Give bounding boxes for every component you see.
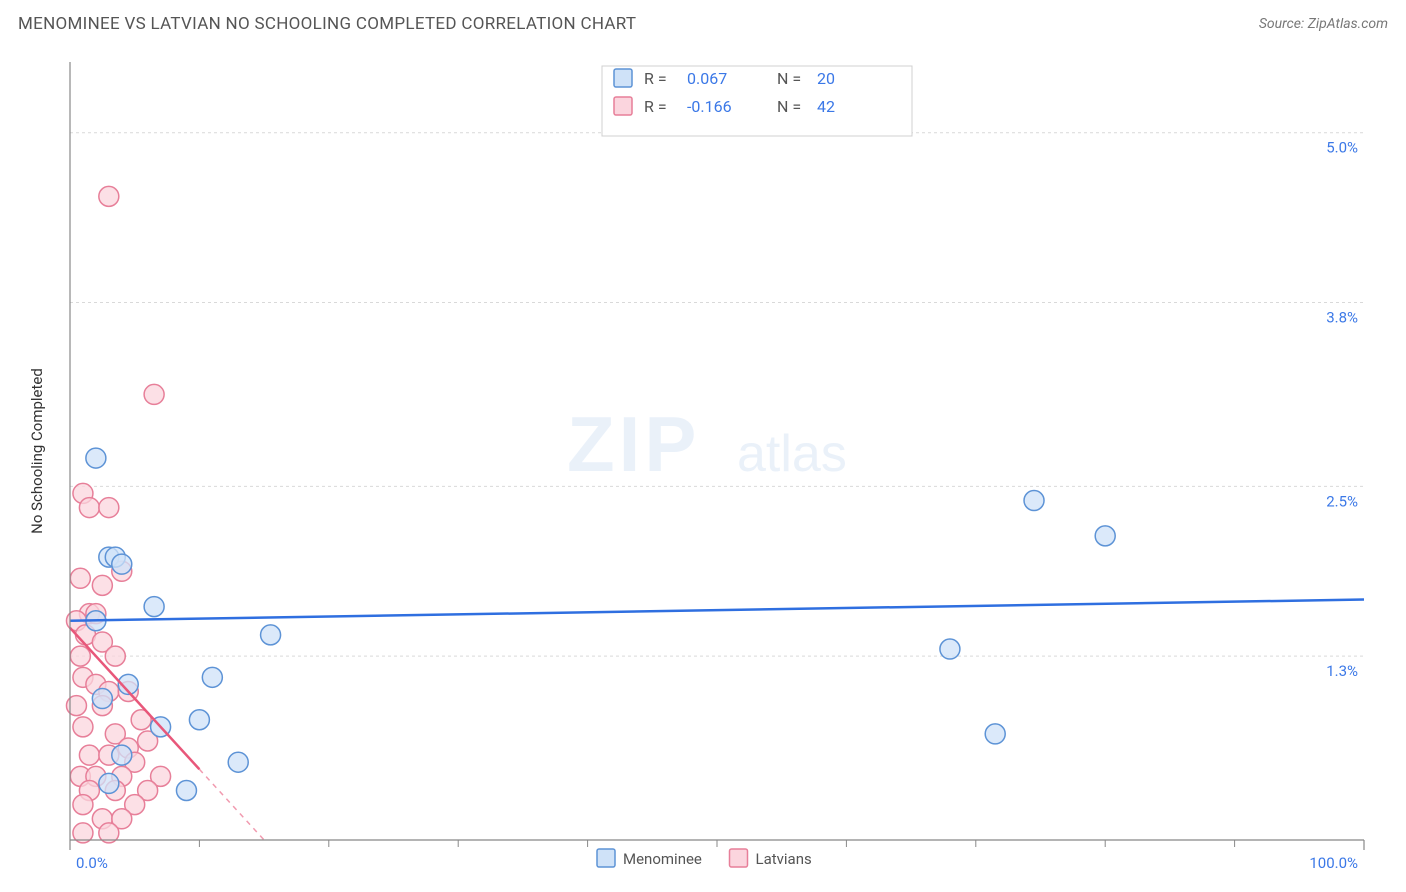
data-point bbox=[70, 568, 90, 588]
stats-r-label: R = bbox=[644, 97, 667, 116]
series-legend-swatch bbox=[597, 849, 615, 867]
data-point bbox=[86, 448, 106, 468]
data-point bbox=[99, 498, 119, 518]
data-point bbox=[73, 717, 93, 737]
data-point bbox=[1095, 526, 1115, 546]
y-tick-label: 3.8% bbox=[1326, 308, 1358, 326]
data-point bbox=[105, 646, 125, 666]
stats-n-label: N = bbox=[777, 69, 801, 88]
svg-text:atlas: atlas bbox=[737, 425, 847, 483]
stats-n-label: N = bbox=[777, 97, 801, 116]
data-point bbox=[1024, 491, 1044, 511]
data-point bbox=[70, 646, 90, 666]
stats-legend-swatch bbox=[614, 97, 632, 115]
trend-line-latvians-extrapolated bbox=[199, 769, 264, 840]
data-point bbox=[144, 597, 164, 617]
y-tick-label: 5.0% bbox=[1326, 139, 1358, 157]
series-legend-swatch bbox=[730, 849, 748, 867]
stats-n-value: 42 bbox=[817, 97, 835, 116]
chart-title: MENOMINEE VS LATVIAN NO SCHOOLING COMPLE… bbox=[18, 14, 636, 34]
chart-container: 1.3% 2.5% 3.8% 5.0% ZIP atlas 0.0% 100.0% No Sch… bbox=[18, 50, 1388, 882]
scatter-chart: 1.3% 2.5% 3.8% 5.0% ZIP atlas 0.0% 100.0% No Sch… bbox=[18, 50, 1388, 882]
data-point bbox=[202, 667, 222, 687]
data-point bbox=[99, 186, 119, 206]
data-point bbox=[79, 745, 99, 765]
stats-r-value: 0.067 bbox=[687, 69, 727, 88]
svg-text:ZIP: ZIP bbox=[567, 400, 700, 488]
data-point bbox=[985, 724, 1005, 744]
watermark: ZIP atlas bbox=[567, 400, 847, 488]
y-tick-label: 1.3% bbox=[1326, 662, 1358, 680]
stats-legend-swatch bbox=[614, 69, 632, 87]
data-point bbox=[261, 625, 281, 645]
stats-r-label: R = bbox=[644, 69, 667, 88]
source-label: Source: ZipAtlas.com bbox=[1259, 16, 1388, 32]
series-legend-label: Menominee bbox=[623, 850, 702, 868]
data-point bbox=[92, 575, 112, 595]
data-point bbox=[940, 639, 960, 659]
x-tick-label: 0.0% bbox=[76, 854, 108, 872]
data-point bbox=[228, 752, 248, 772]
data-point bbox=[112, 554, 132, 574]
data-point bbox=[92, 689, 112, 709]
data-point bbox=[112, 745, 132, 765]
data-point bbox=[176, 780, 196, 800]
x-tick-label: 100.0% bbox=[1309, 854, 1358, 872]
stats-r-value: -0.166 bbox=[687, 97, 732, 116]
data-point bbox=[189, 710, 209, 730]
y-tick-label: 2.5% bbox=[1326, 492, 1358, 510]
stats-n-value: 20 bbox=[817, 69, 835, 88]
trend-line-menominee bbox=[70, 600, 1364, 621]
data-point bbox=[79, 498, 99, 518]
y-axis-label: No Schooling Completed bbox=[28, 368, 46, 534]
data-point bbox=[99, 773, 119, 793]
data-point bbox=[144, 384, 164, 404]
data-point bbox=[73, 795, 93, 815]
series-legend-label: Latvians bbox=[756, 850, 812, 868]
